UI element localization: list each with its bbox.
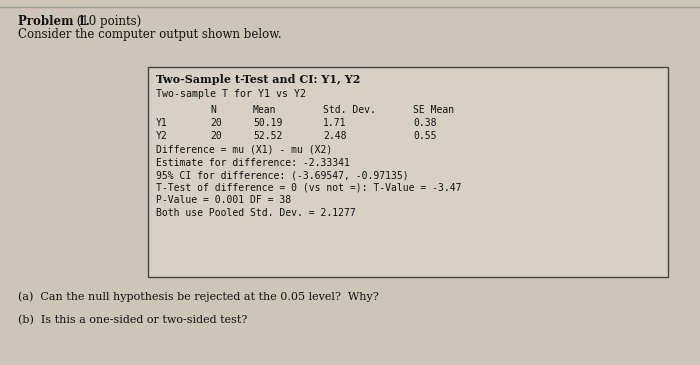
Text: Estimate for difference: -2.33341: Estimate for difference: -2.33341	[156, 158, 350, 168]
Text: Difference = mu (X1) - mu (X2): Difference = mu (X1) - mu (X2)	[156, 145, 332, 155]
Text: 50.19: 50.19	[253, 118, 282, 128]
Text: Mean: Mean	[253, 105, 276, 115]
Text: Std. Dev.: Std. Dev.	[323, 105, 376, 115]
Text: Both use Pooled Std. Dev. = 2.1277: Both use Pooled Std. Dev. = 2.1277	[156, 207, 356, 218]
Text: Consider the computer output shown below.: Consider the computer output shown below…	[18, 28, 281, 41]
Text: Two-Sample t-Test and CI: Y1, Y2: Two-Sample t-Test and CI: Y1, Y2	[156, 74, 360, 85]
Text: T-Test of difference = 0 (vs not =): T-Value = -3.47: T-Test of difference = 0 (vs not =): T-V…	[156, 182, 461, 192]
Text: (b)  Is this a one-sided or two-sided test?: (b) Is this a one-sided or two-sided tes…	[18, 315, 247, 325]
Text: 52.52: 52.52	[253, 131, 282, 141]
Text: (10 points): (10 points)	[73, 15, 141, 28]
Text: 0.38: 0.38	[413, 118, 437, 128]
Text: 20: 20	[210, 118, 222, 128]
Text: 95% CI for difference: (-3.69547, -0.97135): 95% CI for difference: (-3.69547, -0.971…	[156, 170, 409, 180]
Text: 2.48: 2.48	[323, 131, 346, 141]
Text: (a)  Can the null hypothesis be rejected at the 0.05 level?  Why?: (a) Can the null hypothesis be rejected …	[18, 291, 379, 301]
Text: 1.71: 1.71	[323, 118, 346, 128]
Text: P-Value = 0.001 DF = 38: P-Value = 0.001 DF = 38	[156, 195, 291, 205]
Text: 20: 20	[210, 131, 222, 141]
FancyBboxPatch shape	[148, 67, 668, 277]
Text: Y2: Y2	[156, 131, 168, 141]
Text: SE Mean: SE Mean	[413, 105, 454, 115]
Text: Problem 1.: Problem 1.	[18, 15, 90, 28]
Text: N: N	[210, 105, 216, 115]
Text: Two-sample T for Y1 vs Y2: Two-sample T for Y1 vs Y2	[156, 89, 306, 99]
Text: 0.55: 0.55	[413, 131, 437, 141]
Text: Y1: Y1	[156, 118, 168, 128]
